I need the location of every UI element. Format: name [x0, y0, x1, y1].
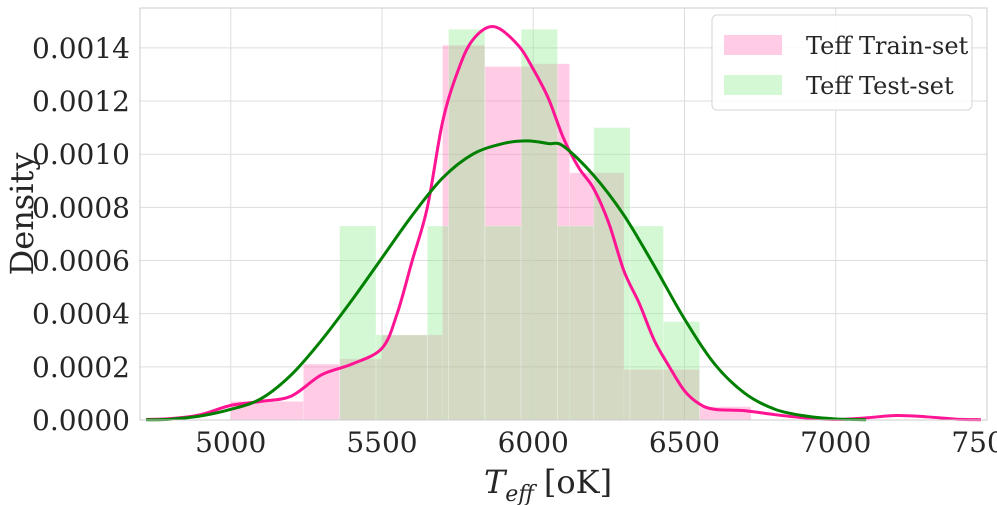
bar-series-1-6	[556, 225, 595, 421]
y-tick-label-2: 0.0004	[32, 298, 130, 331]
bar-series-1-1	[375, 334, 428, 421]
y-tick-label-4: 0.0008	[32, 191, 130, 224]
bar-series-1-8	[629, 225, 664, 421]
x-tick-label-4: 7000	[800, 426, 871, 459]
x-axis-label-sub: eff	[505, 482, 537, 505]
legend-box	[711, 14, 973, 111]
bar-series-0-5	[484, 65, 534, 421]
y-axis-label: Density	[3, 153, 41, 276]
bar-series-1-4	[484, 225, 522, 421]
bar-series-1-9	[662, 321, 701, 421]
y-tick-label-5: 0.0010	[32, 138, 130, 171]
bar-series-0-2	[339, 358, 383, 421]
bar-series-0-7	[569, 172, 625, 421]
bar-series-1-3	[448, 28, 486, 421]
legend-label-test: Teff Test-set	[806, 72, 954, 100]
y-tick-labels: 0.0000 0.0002 0.0004 0.0006 0.0008 0.0010 0.00…	[32, 32, 130, 437]
y-tick-label-3: 0.0006	[32, 245, 130, 278]
x-axis-label-unit: [oK]	[544, 463, 612, 501]
kde-line-series-0	[146, 25, 981, 422]
x-tick-label-3: 6500	[649, 426, 720, 459]
y-tick-label-6: 0.0012	[32, 85, 130, 118]
bar-series-0-1	[302, 363, 341, 421]
bar-series-1-5	[520, 28, 558, 421]
x-axis-label: Teff [oK]	[484, 463, 612, 505]
kde-curves	[146, 25, 981, 422]
y-tick-label-0: 0.0000	[32, 404, 130, 437]
y-tick-label-7: 0.0014	[32, 32, 130, 65]
kde-line-series-1	[146, 139, 867, 422]
x-tick-label-2: 6000	[498, 426, 569, 459]
legend: Teff Train-set Teff Test-set	[711, 14, 973, 111]
bar-series-1-2	[426, 225, 450, 421]
x-tick-label-1: 5500	[346, 426, 417, 459]
bar-series-1-0	[339, 225, 377, 421]
y-tick-label-1: 0.0002	[32, 351, 130, 384]
legend-label-train: Teff Train-set	[806, 32, 969, 60]
legend-swatch-test	[724, 75, 782, 95]
bar-series-0-3	[381, 334, 443, 421]
x-tick-label-0: 5000	[195, 426, 266, 459]
plot-frame	[139, 7, 988, 421]
legend-swatch-train	[724, 35, 782, 55]
histogram-bars	[230, 28, 752, 421]
x-axis-label-main: T	[484, 463, 508, 501]
bar-series-0-4	[442, 44, 486, 421]
